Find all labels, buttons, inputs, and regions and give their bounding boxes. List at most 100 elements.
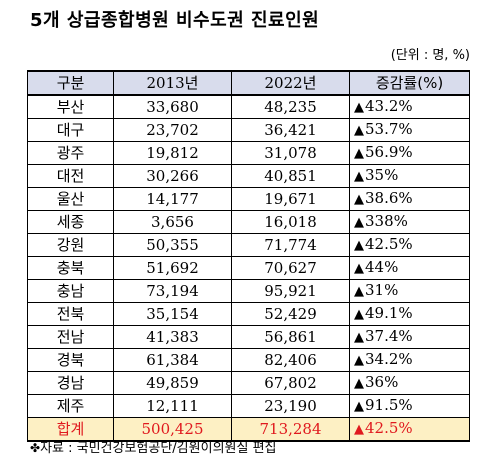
up-triangle-icon: ▲ [354,399,364,414]
region-cell: 충남 [27,279,114,303]
rate-value: 42.5% [365,419,413,437]
rate-value: 49.1% [365,304,413,322]
rate-value: 56.9% [365,143,413,161]
rate-cell: ▲338% [349,210,470,234]
region-cell: 제주 [27,394,114,418]
table-row: 충남 73,194 95,921 ▲31% [27,279,470,303]
rate-cell: ▲49.1% [349,302,470,326]
table-row: 대전 30,266 40,851 ▲35% [27,164,470,188]
up-triangle-icon: ▲ [354,284,364,299]
data-table: 구분 2013년 2022년 증감률(%) 부산 33,680 48,235 ▲43.… [27,70,470,442]
region-cell: 경북 [27,348,114,372]
region-cell: 대구 [27,118,114,142]
table-row: 제주 12,111 23,190 ▲91.5% [27,394,470,418]
value-2013-cell: 12,111 [113,394,232,418]
header-2022: 2022년 [231,70,350,96]
value-2013-cell: 41,383 [113,325,232,349]
rate-cell: ▲56.9% [349,141,470,165]
rate-value: 31% [365,281,399,299]
total-row: 합계 500,425 713,284 ▲42.5% [27,417,470,442]
rate-value: 36% [365,373,399,391]
region-cell: 전남 [27,325,114,349]
table-body: 부산 33,680 48,235 ▲43.2% 대구 23,702 36,421 ▲53.7%… [27,94,470,442]
rate-value: 37.4% [365,327,413,345]
value-2013-cell: 50,355 [113,233,232,257]
value-2013-cell: 49,859 [113,371,232,395]
region-cell: 합계 [27,417,114,442]
rate-cell: ▲44% [349,256,470,280]
rate-value: 42.5% [365,235,413,253]
rate-cell: ▲35% [349,164,470,188]
table-row: 세종 3,656 16,018 ▲338% [27,210,470,234]
page-title: 5개 상급종합병원 비수도권 진료인원 [30,10,320,31]
source-text: 자료 : 국민건강보험공단/김원이의원실 편집 [40,441,277,456]
table-row: 부산 33,680 48,235 ▲43.2% [27,94,470,119]
table-row: 대구 23,702 36,421 ▲53.7% [27,118,470,142]
value-2022-cell: 31,078 [231,141,350,165]
region-cell: 전북 [27,302,114,326]
table-row: 강원 50,355 71,774 ▲42.5% [27,233,470,257]
up-triangle-icon: ▲ [354,330,364,345]
up-triangle-icon: ▲ [354,192,364,207]
up-triangle-icon: ▲ [354,146,364,161]
up-triangle-icon: ▲ [354,261,364,276]
value-2022-cell: 36,421 [231,118,350,142]
rate-cell: ▲37.4% [349,325,470,349]
rate-cell: ▲38.6% [349,187,470,211]
region-cell: 부산 [27,94,114,119]
region-cell: 충북 [27,256,114,280]
header-region: 구분 [27,70,114,96]
up-triangle-icon: ▲ [354,353,364,368]
value-2013-cell: 500,425 [113,417,232,442]
unit-label: (단위 : 명, %) [390,48,470,63]
up-triangle-icon: ▲ [354,123,364,138]
value-2022-cell: 82,406 [231,348,350,372]
source-note: ✤자료 : 국민건강보험공단/김원이의원실 편집 [30,437,277,456]
header-2013: 2013년 [113,70,232,96]
region-cell: 광주 [27,141,114,165]
table-header-row: 구분 2013년 2022년 증감률(%) [27,70,470,96]
up-triangle-icon: ▲ [354,100,364,115]
up-triangle-icon: ▲ [354,169,364,184]
rate-value: 35% [365,166,399,184]
value-2022-cell: 95,921 [231,279,350,303]
value-2022-cell: 52,429 [231,302,350,326]
value-2013-cell: 73,194 [113,279,232,303]
rate-value: 34.2% [365,350,413,368]
region-cell: 대전 [27,164,114,188]
rate-cell: ▲53.7% [349,118,470,142]
rate-cell: ▲34.2% [349,348,470,372]
region-cell: 경남 [27,371,114,395]
value-2013-cell: 51,692 [113,256,232,280]
up-triangle-icon: ▲ [354,238,364,253]
value-2022-cell: 23,190 [231,394,350,418]
table-row: 경남 49,859 67,802 ▲36% [27,371,470,395]
value-2022-cell: 16,018 [231,210,350,234]
rate-value: 38.6% [365,189,413,207]
up-triangle-icon: ▲ [354,307,364,322]
rate-cell: ▲31% [349,279,470,303]
table-row: 경북 61,384 82,406 ▲34.2% [27,348,470,372]
table-row: 전남 41,383 56,861 ▲37.4% [27,325,470,349]
value-2022-cell: 71,774 [231,233,350,257]
value-2013-cell: 19,812 [113,141,232,165]
value-2013-cell: 35,154 [113,302,232,326]
value-2013-cell: 3,656 [113,210,232,234]
value-2022-cell: 48,235 [231,94,350,119]
up-triangle-icon: ▲ [354,215,364,230]
value-2013-cell: 23,702 [113,118,232,142]
header-rate: 증감률(%) [349,70,470,96]
region-cell: 울산 [27,187,114,211]
up-triangle-icon: ▲ [354,422,364,437]
up-triangle-icon: ▲ [354,376,364,391]
rate-value: 91.5% [365,396,413,414]
rate-cell: ▲36% [349,371,470,395]
table-row: 울산 14,177 19,671 ▲38.6% [27,187,470,211]
rate-value: 43.2% [365,97,413,115]
rate-value: 338% [365,212,408,230]
value-2022-cell: 19,671 [231,187,350,211]
rate-cell: ▲43.2% [349,94,470,119]
region-cell: 강원 [27,233,114,257]
value-2022-cell: 713,284 [231,417,350,442]
value-2022-cell: 56,861 [231,325,350,349]
